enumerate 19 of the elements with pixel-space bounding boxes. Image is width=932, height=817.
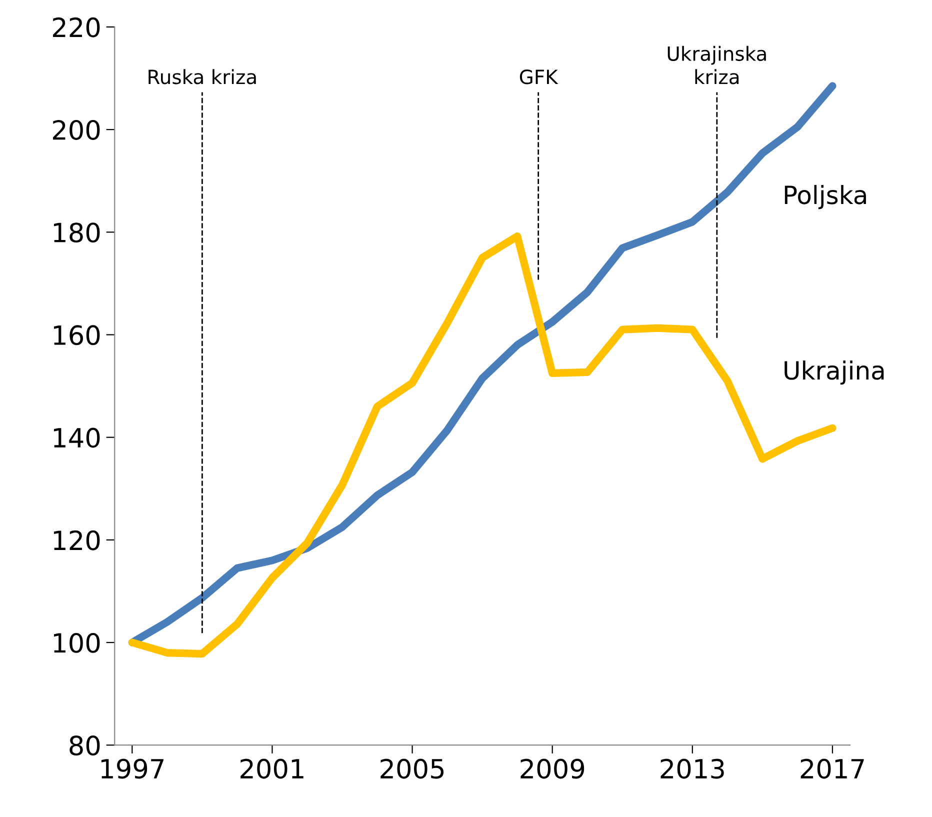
x-tick-label: 1997 bbox=[101, 758, 164, 779]
y-tick-label: 160 bbox=[54, 325, 100, 346]
x-tick-label: 2009 bbox=[520, 758, 584, 779]
y-tick-label: 100 bbox=[54, 632, 100, 653]
y-tick-label: 140 bbox=[54, 428, 100, 448]
ref-line-label: Ukrajinska kriza bbox=[668, 46, 766, 84]
x-tick-label: 2013 bbox=[660, 758, 724, 779]
y-tick-label: 220 bbox=[53, 17, 100, 38]
x-tick-label: 2017 bbox=[800, 758, 864, 779]
y-tick-label: 200 bbox=[53, 120, 100, 140]
ref-line-label: Ruska kriza bbox=[148, 69, 256, 84]
y-tick-label: 180 bbox=[54, 222, 100, 243]
y-tick-label: 120 bbox=[54, 530, 100, 550]
x-tick-label: 2005 bbox=[380, 758, 444, 779]
series-label: Poljska bbox=[784, 184, 866, 210]
text: Ukrajina bbox=[784, 360, 884, 385]
x-tick-label: 2001 bbox=[240, 758, 304, 779]
ref-line-label: GFK bbox=[520, 70, 558, 84]
y-tick-label: 80 bbox=[70, 736, 100, 756]
